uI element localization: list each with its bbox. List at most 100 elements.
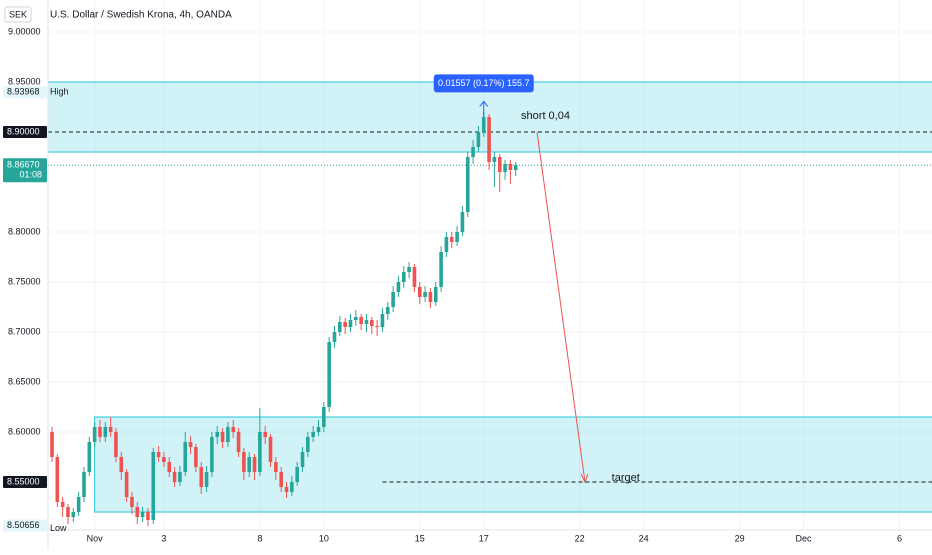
candle-body bbox=[481, 117, 486, 132]
x-tick-label: 29 bbox=[735, 533, 745, 543]
candle-body bbox=[220, 432, 225, 442]
candle-body bbox=[497, 157, 502, 172]
y-tick-label: 9.00000 bbox=[8, 26, 41, 36]
candle-body bbox=[327, 342, 331, 407]
candle-body bbox=[242, 452, 246, 472]
candle-body bbox=[279, 472, 283, 487]
candle-body bbox=[236, 432, 241, 452]
candle-body bbox=[364, 320, 369, 324]
candle-body bbox=[210, 437, 214, 472]
candle-body bbox=[247, 457, 252, 472]
candle-body bbox=[407, 267, 411, 272]
y-tick-label: 8.60000 bbox=[8, 426, 41, 436]
candle-body bbox=[401, 272, 406, 282]
high-text: High bbox=[50, 87, 69, 97]
candle-body bbox=[332, 332, 337, 342]
candle-body bbox=[306, 437, 310, 452]
candle-body bbox=[465, 157, 470, 212]
y-tick-label: 8.80000 bbox=[8, 226, 41, 236]
candle-body bbox=[471, 147, 475, 157]
measure-head bbox=[479, 100, 489, 107]
candle-body bbox=[359, 317, 363, 324]
low-marker-label: 8.50656 bbox=[7, 520, 40, 530]
zone bbox=[94, 416, 932, 513]
candle-body bbox=[50, 432, 54, 457]
candle-body bbox=[385, 307, 390, 314]
candle-body bbox=[98, 427, 102, 437]
candle-body bbox=[354, 317, 358, 320]
candle-body bbox=[71, 512, 76, 517]
candle-body bbox=[156, 452, 161, 457]
candle-body bbox=[162, 457, 166, 462]
candle-body bbox=[508, 164, 513, 170]
candle-body bbox=[92, 427, 97, 442]
candle-body bbox=[82, 472, 86, 497]
candle-body bbox=[263, 432, 268, 437]
candle-body bbox=[380, 314, 385, 327]
candle-body bbox=[433, 287, 438, 302]
candle-body bbox=[183, 442, 188, 472]
candle-body bbox=[343, 322, 347, 327]
low-text: Low bbox=[50, 523, 67, 533]
countdown: 01:08 bbox=[19, 170, 42, 180]
candle-body bbox=[119, 457, 124, 472]
candle-body bbox=[513, 165, 518, 170]
x-tick-label: 17 bbox=[479, 533, 489, 543]
candle-body bbox=[444, 237, 449, 252]
last-price-box bbox=[3, 158, 47, 183]
candle-body bbox=[290, 482, 294, 492]
candle-body bbox=[503, 164, 507, 172]
candle-body bbox=[428, 292, 433, 302]
x-tick-label: 8 bbox=[257, 533, 262, 543]
candle-body bbox=[295, 467, 299, 482]
arrow-line bbox=[536, 131, 586, 483]
candle-body bbox=[76, 497, 81, 512]
x-tick-label: 10 bbox=[319, 533, 329, 543]
y-tick-label: 8.65000 bbox=[8, 376, 41, 386]
last-price-label: 8.86670 bbox=[7, 160, 40, 170]
candle-body bbox=[348, 320, 353, 327]
candle-body bbox=[87, 442, 92, 472]
candle-body bbox=[215, 432, 220, 437]
candle-body bbox=[231, 427, 236, 432]
candle-body bbox=[338, 322, 342, 332]
candle-body bbox=[167, 462, 172, 472]
candle-body bbox=[103, 427, 108, 437]
level-box bbox=[3, 476, 47, 488]
candle-body bbox=[204, 472, 209, 487]
candle-body bbox=[60, 502, 65, 507]
candle-body bbox=[194, 447, 198, 467]
level-text: target bbox=[612, 472, 640, 484]
level-text: short 0,04 bbox=[521, 110, 570, 122]
candle-body bbox=[108, 427, 113, 432]
symbol: SEK bbox=[9, 9, 27, 19]
x-tick-label: 24 bbox=[639, 533, 649, 543]
low-marker-box bbox=[3, 519, 47, 532]
high-marker-box bbox=[3, 86, 47, 99]
y-tick-label: 8.75000 bbox=[8, 276, 41, 286]
arrow-head bbox=[580, 473, 589, 484]
candle-body bbox=[146, 512, 150, 520]
candle-body bbox=[311, 432, 315, 437]
level-label: 8.55000 bbox=[7, 476, 40, 486]
candle-body bbox=[199, 467, 204, 487]
measure-box bbox=[433, 74, 534, 93]
candle-body bbox=[423, 292, 427, 297]
candle-body bbox=[135, 507, 140, 517]
x-tick-label: 3 bbox=[161, 533, 166, 543]
candle-body bbox=[130, 497, 134, 507]
candle-body bbox=[188, 442, 193, 447]
level-box bbox=[3, 126, 47, 138]
candle-body bbox=[300, 452, 305, 467]
candle-body bbox=[417, 287, 422, 297]
candle-body bbox=[391, 292, 395, 307]
candle-body bbox=[449, 237, 454, 242]
x-tick-label: 15 bbox=[415, 533, 425, 543]
x-tick-label: Dec bbox=[796, 533, 813, 543]
candle-body bbox=[396, 282, 401, 292]
symbol-badge[interactable] bbox=[4, 6, 32, 23]
candle-body bbox=[370, 320, 374, 326]
candle-body bbox=[476, 132, 481, 147]
candle-body bbox=[114, 432, 118, 457]
